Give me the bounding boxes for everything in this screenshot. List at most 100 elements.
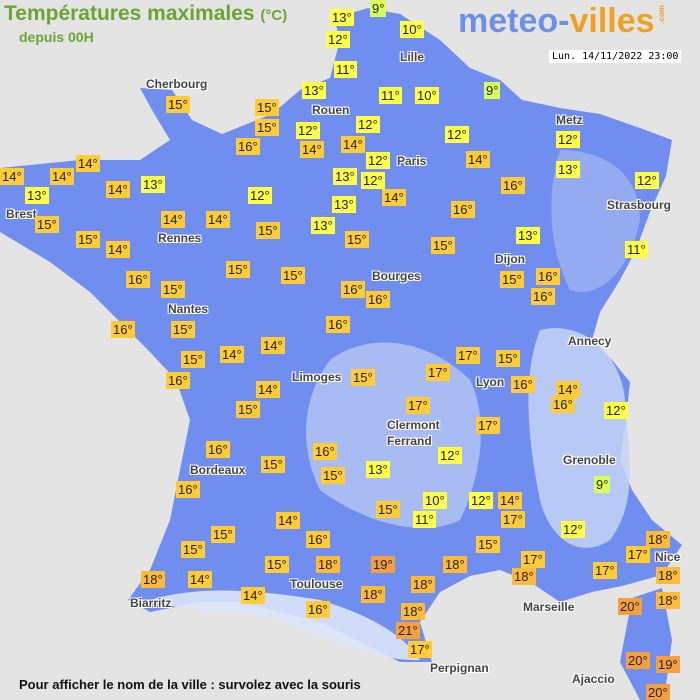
- temperature-marker[interactable]: 18°: [401, 603, 425, 620]
- temperature-marker[interactable]: 15°: [181, 541, 205, 558]
- temperature-marker[interactable]: 16°: [176, 481, 200, 498]
- temperature-marker[interactable]: 16°: [206, 441, 230, 458]
- temperature-marker[interactable]: 15°: [236, 401, 260, 418]
- temperature-marker[interactable]: 13°: [141, 176, 165, 193]
- temperature-marker[interactable]: 19°: [371, 556, 395, 573]
- temperature-marker[interactable]: 20°: [618, 598, 642, 615]
- temperature-marker[interactable]: 12°: [469, 492, 493, 509]
- temperature-marker[interactable]: 14°: [220, 346, 244, 363]
- temperature-marker[interactable]: 18°: [656, 567, 680, 584]
- temperature-marker[interactable]: 9°: [594, 476, 611, 493]
- temperature-marker[interactable]: 17°: [476, 417, 500, 434]
- temperature-marker[interactable]: 14°: [256, 381, 280, 398]
- temperature-marker[interactable]: 14°: [276, 512, 300, 529]
- temperature-marker[interactable]: 21°: [396, 622, 420, 639]
- temperature-marker[interactable]: 15°: [265, 556, 289, 573]
- meteo-villes-logo[interactable]: meteo-villes .com: [458, 2, 666, 41]
- temperature-marker[interactable]: 17°: [593, 562, 617, 579]
- temperature-marker[interactable]: 12°: [604, 402, 628, 419]
- temperature-marker[interactable]: 14°: [241, 587, 265, 604]
- temperature-marker[interactable]: 16°: [366, 291, 390, 308]
- temperature-marker[interactable]: 15°: [181, 351, 205, 368]
- temperature-marker[interactable]: 15°: [351, 369, 375, 386]
- temperature-marker[interactable]: 14°: [0, 168, 24, 185]
- temperature-marker[interactable]: 16°: [236, 138, 260, 155]
- temperature-marker[interactable]: 15°: [345, 231, 369, 248]
- temperature-marker[interactable]: 20°: [646, 684, 670, 700]
- temperature-marker[interactable]: 17°: [426, 364, 450, 381]
- temperature-marker[interactable]: 12°: [561, 521, 585, 538]
- temperature-marker[interactable]: 16°: [551, 396, 575, 413]
- temperature-marker[interactable]: 12°: [438, 447, 462, 464]
- temperature-marker[interactable]: 17°: [501, 511, 525, 528]
- temperature-marker[interactable]: 17°: [456, 347, 480, 364]
- temperature-marker[interactable]: 18°: [411, 576, 435, 593]
- temperature-marker[interactable]: 13°: [302, 82, 326, 99]
- temperature-marker[interactable]: 15°: [376, 501, 400, 518]
- temperature-marker[interactable]: 15°: [211, 526, 235, 543]
- temperature-marker[interactable]: 17°: [626, 546, 650, 563]
- temperature-marker[interactable]: 14°: [341, 136, 365, 153]
- temperature-marker[interactable]: 18°: [141, 571, 165, 588]
- temperature-marker[interactable]: 15°: [500, 271, 524, 288]
- temperature-marker[interactable]: 18°: [646, 531, 670, 548]
- temperature-marker[interactable]: 15°: [261, 456, 285, 473]
- temperature-marker[interactable]: 11°: [334, 61, 357, 78]
- temperature-marker[interactable]: 17°: [406, 397, 430, 414]
- temperature-marker[interactable]: 15°: [476, 536, 500, 553]
- temperature-marker[interactable]: 16°: [306, 601, 330, 618]
- temperature-marker[interactable]: 13°: [333, 168, 357, 185]
- temperature-marker[interactable]: 12°: [556, 131, 580, 148]
- temperature-marker[interactable]: 11°: [413, 511, 436, 528]
- temperature-marker[interactable]: 15°: [35, 216, 59, 233]
- temperature-marker[interactable]: 14°: [161, 211, 185, 228]
- temperature-marker[interactable]: 12°: [296, 122, 320, 139]
- temperature-marker[interactable]: 15°: [255, 119, 279, 136]
- temperature-marker[interactable]: 13°: [332, 196, 356, 213]
- temperature-marker[interactable]: 15°: [321, 467, 345, 484]
- temperature-marker[interactable]: 16°: [511, 376, 535, 393]
- temperature-marker[interactable]: 16°: [536, 268, 560, 285]
- temperature-marker[interactable]: 16°: [531, 288, 555, 305]
- temperature-marker[interactable]: 15°: [496, 350, 520, 367]
- temperature-marker[interactable]: 12°: [356, 116, 380, 133]
- temperature-marker[interactable]: 9°: [484, 82, 501, 99]
- temperature-marker[interactable]: 15°: [171, 321, 195, 338]
- temperature-marker[interactable]: 12°: [445, 126, 469, 143]
- temperature-marker[interactable]: 14°: [106, 241, 130, 258]
- temperature-marker[interactable]: 10°: [415, 87, 439, 104]
- temperature-marker[interactable]: 14°: [76, 155, 100, 172]
- temperature-marker[interactable]: 15°: [256, 222, 280, 239]
- temperature-marker[interactable]: 9°: [370, 0, 387, 17]
- temperature-marker[interactable]: 15°: [166, 96, 190, 113]
- temperature-marker[interactable]: 14°: [261, 337, 285, 354]
- temperature-marker[interactable]: 18°: [361, 586, 385, 603]
- temperature-marker[interactable]: 16°: [166, 372, 190, 389]
- temperature-marker[interactable]: 15°: [161, 281, 185, 298]
- temperature-marker[interactable]: 16°: [501, 177, 525, 194]
- temperature-marker[interactable]: 12°: [635, 172, 659, 189]
- temperature-marker[interactable]: 18°: [316, 556, 340, 573]
- temperature-marker[interactable]: 13°: [311, 217, 335, 234]
- temperature-marker[interactable]: 12°: [326, 31, 350, 48]
- temperature-marker[interactable]: 15°: [431, 237, 455, 254]
- temperature-marker[interactable]: 16°: [306, 531, 330, 548]
- temperature-marker[interactable]: 12°: [366, 152, 390, 169]
- temperature-marker[interactable]: 16°: [341, 281, 365, 298]
- temperature-marker[interactable]: 14°: [466, 151, 490, 168]
- temperature-marker[interactable]: 16°: [313, 443, 337, 460]
- temperature-marker[interactable]: 16°: [126, 271, 150, 288]
- temperature-marker[interactable]: 14°: [106, 181, 130, 198]
- temperature-marker[interactable]: 14°: [498, 492, 522, 509]
- temperature-marker[interactable]: 19°: [656, 656, 680, 673]
- temperature-marker[interactable]: 11°: [625, 241, 648, 258]
- temperature-marker[interactable]: 12°: [248, 187, 272, 204]
- temperature-marker[interactable]: 16°: [451, 201, 475, 218]
- temperature-marker[interactable]: 18°: [443, 556, 467, 573]
- temperature-marker[interactable]: 14°: [382, 189, 406, 206]
- temperature-marker[interactable]: 10°: [400, 21, 424, 38]
- temperature-marker[interactable]: 13°: [516, 227, 540, 244]
- temperature-marker[interactable]: 13°: [25, 187, 49, 204]
- temperature-marker[interactable]: 16°: [326, 316, 350, 333]
- temperature-marker[interactable]: 14°: [300, 141, 324, 158]
